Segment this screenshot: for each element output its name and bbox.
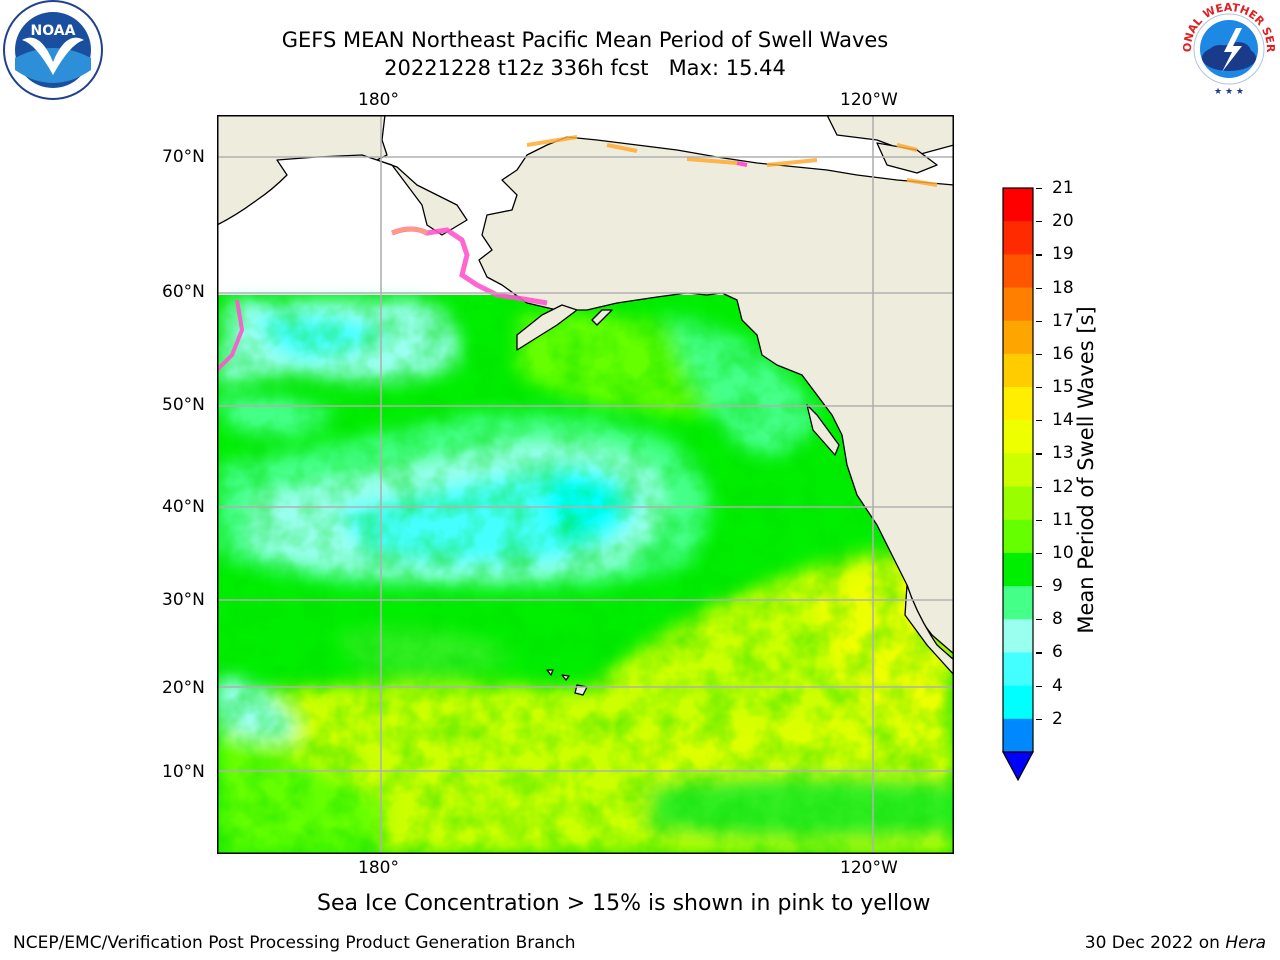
colorbar-tick-label: 8 [1052,609,1063,630]
colorbar-tick-mark [1036,287,1042,289]
colorbar-tick-mark [1036,486,1042,488]
lat-label-20n: 20°N [162,678,205,698]
colorbar-band [1003,387,1033,421]
colorbar [1001,187,1035,782]
colorbar-band [1003,420,1033,454]
noaa-logo: NOAA [3,0,103,100]
footer-date-text: 30 Dec 2022 on [1084,933,1226,953]
sea-ice-caption: Sea Ice Concentration > 15% is shown in … [317,891,931,916]
lon-label-top-180: 180° [358,90,399,110]
colorbar-tick-mark [1036,188,1042,190]
map-plot [217,115,954,854]
lat-label-40n: 40°N [162,497,205,517]
colorbar-band [1003,453,1033,488]
colorbar-band [1003,519,1033,554]
colorbar-tick-label: 19 [1052,244,1074,265]
colorbar-band [1003,287,1033,322]
colorbar-tick-mark [1036,586,1042,588]
colorbar-tick-mark [1036,353,1042,356]
lat-label-50n: 50°N [162,395,205,415]
footer-date: 30 Dec 2022 on Hera [1085,933,1266,953]
lat-label-70n: 70°N [162,147,205,167]
svg-text:★ ★ ★: ★ ★ ★ [1214,87,1244,97]
national-weather-service-logo: NATIONAL WEATHER SERVICE ★ ★ ★ [1178,0,1277,97]
landmass [217,115,954,696]
colorbar-tick-mark [1036,254,1042,256]
footer-host: Hera [1225,933,1266,953]
colorbar-band [1003,486,1033,521]
colorbar-band [1003,320,1033,355]
footer-credit: NCEP/EMC/Verification Post Processing Pr… [13,933,576,953]
colorbar-tick-label: 11 [1052,509,1074,530]
colorbar-tick-label: 6 [1052,642,1063,663]
lon-label-bottom-120w: 120°W [840,858,898,878]
colorbar-band [1003,188,1033,222]
colorbar-tick-mark [1036,221,1042,223]
colorbar-band [1003,254,1033,289]
lon-label-top-120w: 120°W [840,90,898,110]
map-frame [217,115,954,854]
colorbar-tick-mark [1036,552,1042,555]
colorbar-tick-label: 15 [1052,377,1074,398]
noaa-logo-text: NOAA [31,23,76,39]
colorbar-tick-label: 10 [1052,542,1074,563]
lat-label-60n: 60°N [162,282,205,302]
colorbar-tick-label: 13 [1052,443,1074,464]
colorbar-tick-label: 4 [1052,675,1063,696]
colorbar-tick-label: 18 [1052,277,1074,298]
colorbar-tick-mark [1036,420,1042,422]
colorbar-label: Mean Period of Swell Waves [s] [1074,306,1098,634]
lat-label-10n: 10°N [162,762,205,782]
colorbar-tick-label: 21 [1052,178,1074,198]
colorbar-tick-mark [1036,453,1042,455]
lon-label-bottom-180: 180° [358,858,399,878]
colorbar-band [1003,353,1033,388]
graticule [217,115,954,854]
colorbar-tick-mark [1036,320,1042,322]
colorbar-tick-mark [1036,718,1042,720]
colorbar-band [1003,586,1033,620]
colorbar-tick-mark [1036,685,1042,687]
colorbar-band [1003,221,1033,255]
colorbar-tick-label: 20 [1052,211,1074,232]
colorbar-tick-label: 2 [1052,708,1063,729]
colorbar-band [1003,552,1033,587]
colorbar-tick-mark [1036,619,1042,621]
colorbar-tick-label: 12 [1052,476,1074,497]
colorbar-tick-label: 14 [1052,410,1074,431]
colorbar-band [1003,718,1033,753]
lat-label-30n: 30°N [162,590,205,610]
colorbar-band [1003,652,1033,687]
colorbar-tick-label: 16 [1052,343,1074,364]
map-subtitle: 20221228 t12z 336h fcst Max: 15.44 [384,56,786,80]
map-title: GEFS MEAN Northeast Pacific Mean Period … [281,28,889,52]
colorbar-band [1003,685,1033,720]
colorbar-tick-mark [1036,387,1042,389]
colorbar-ticks: 21 20 19 18 17 16 15 14 13 12 11 10 9 8 6 4 2 [1036,178,1080,768]
colorbar-tick-mark [1036,519,1042,521]
colorbar-tick-label: 17 [1052,310,1074,331]
colorbar-band [1003,619,1033,653]
colorbar-tick-label: 9 [1052,576,1063,597]
colorbar-tick-mark [1036,652,1042,654]
